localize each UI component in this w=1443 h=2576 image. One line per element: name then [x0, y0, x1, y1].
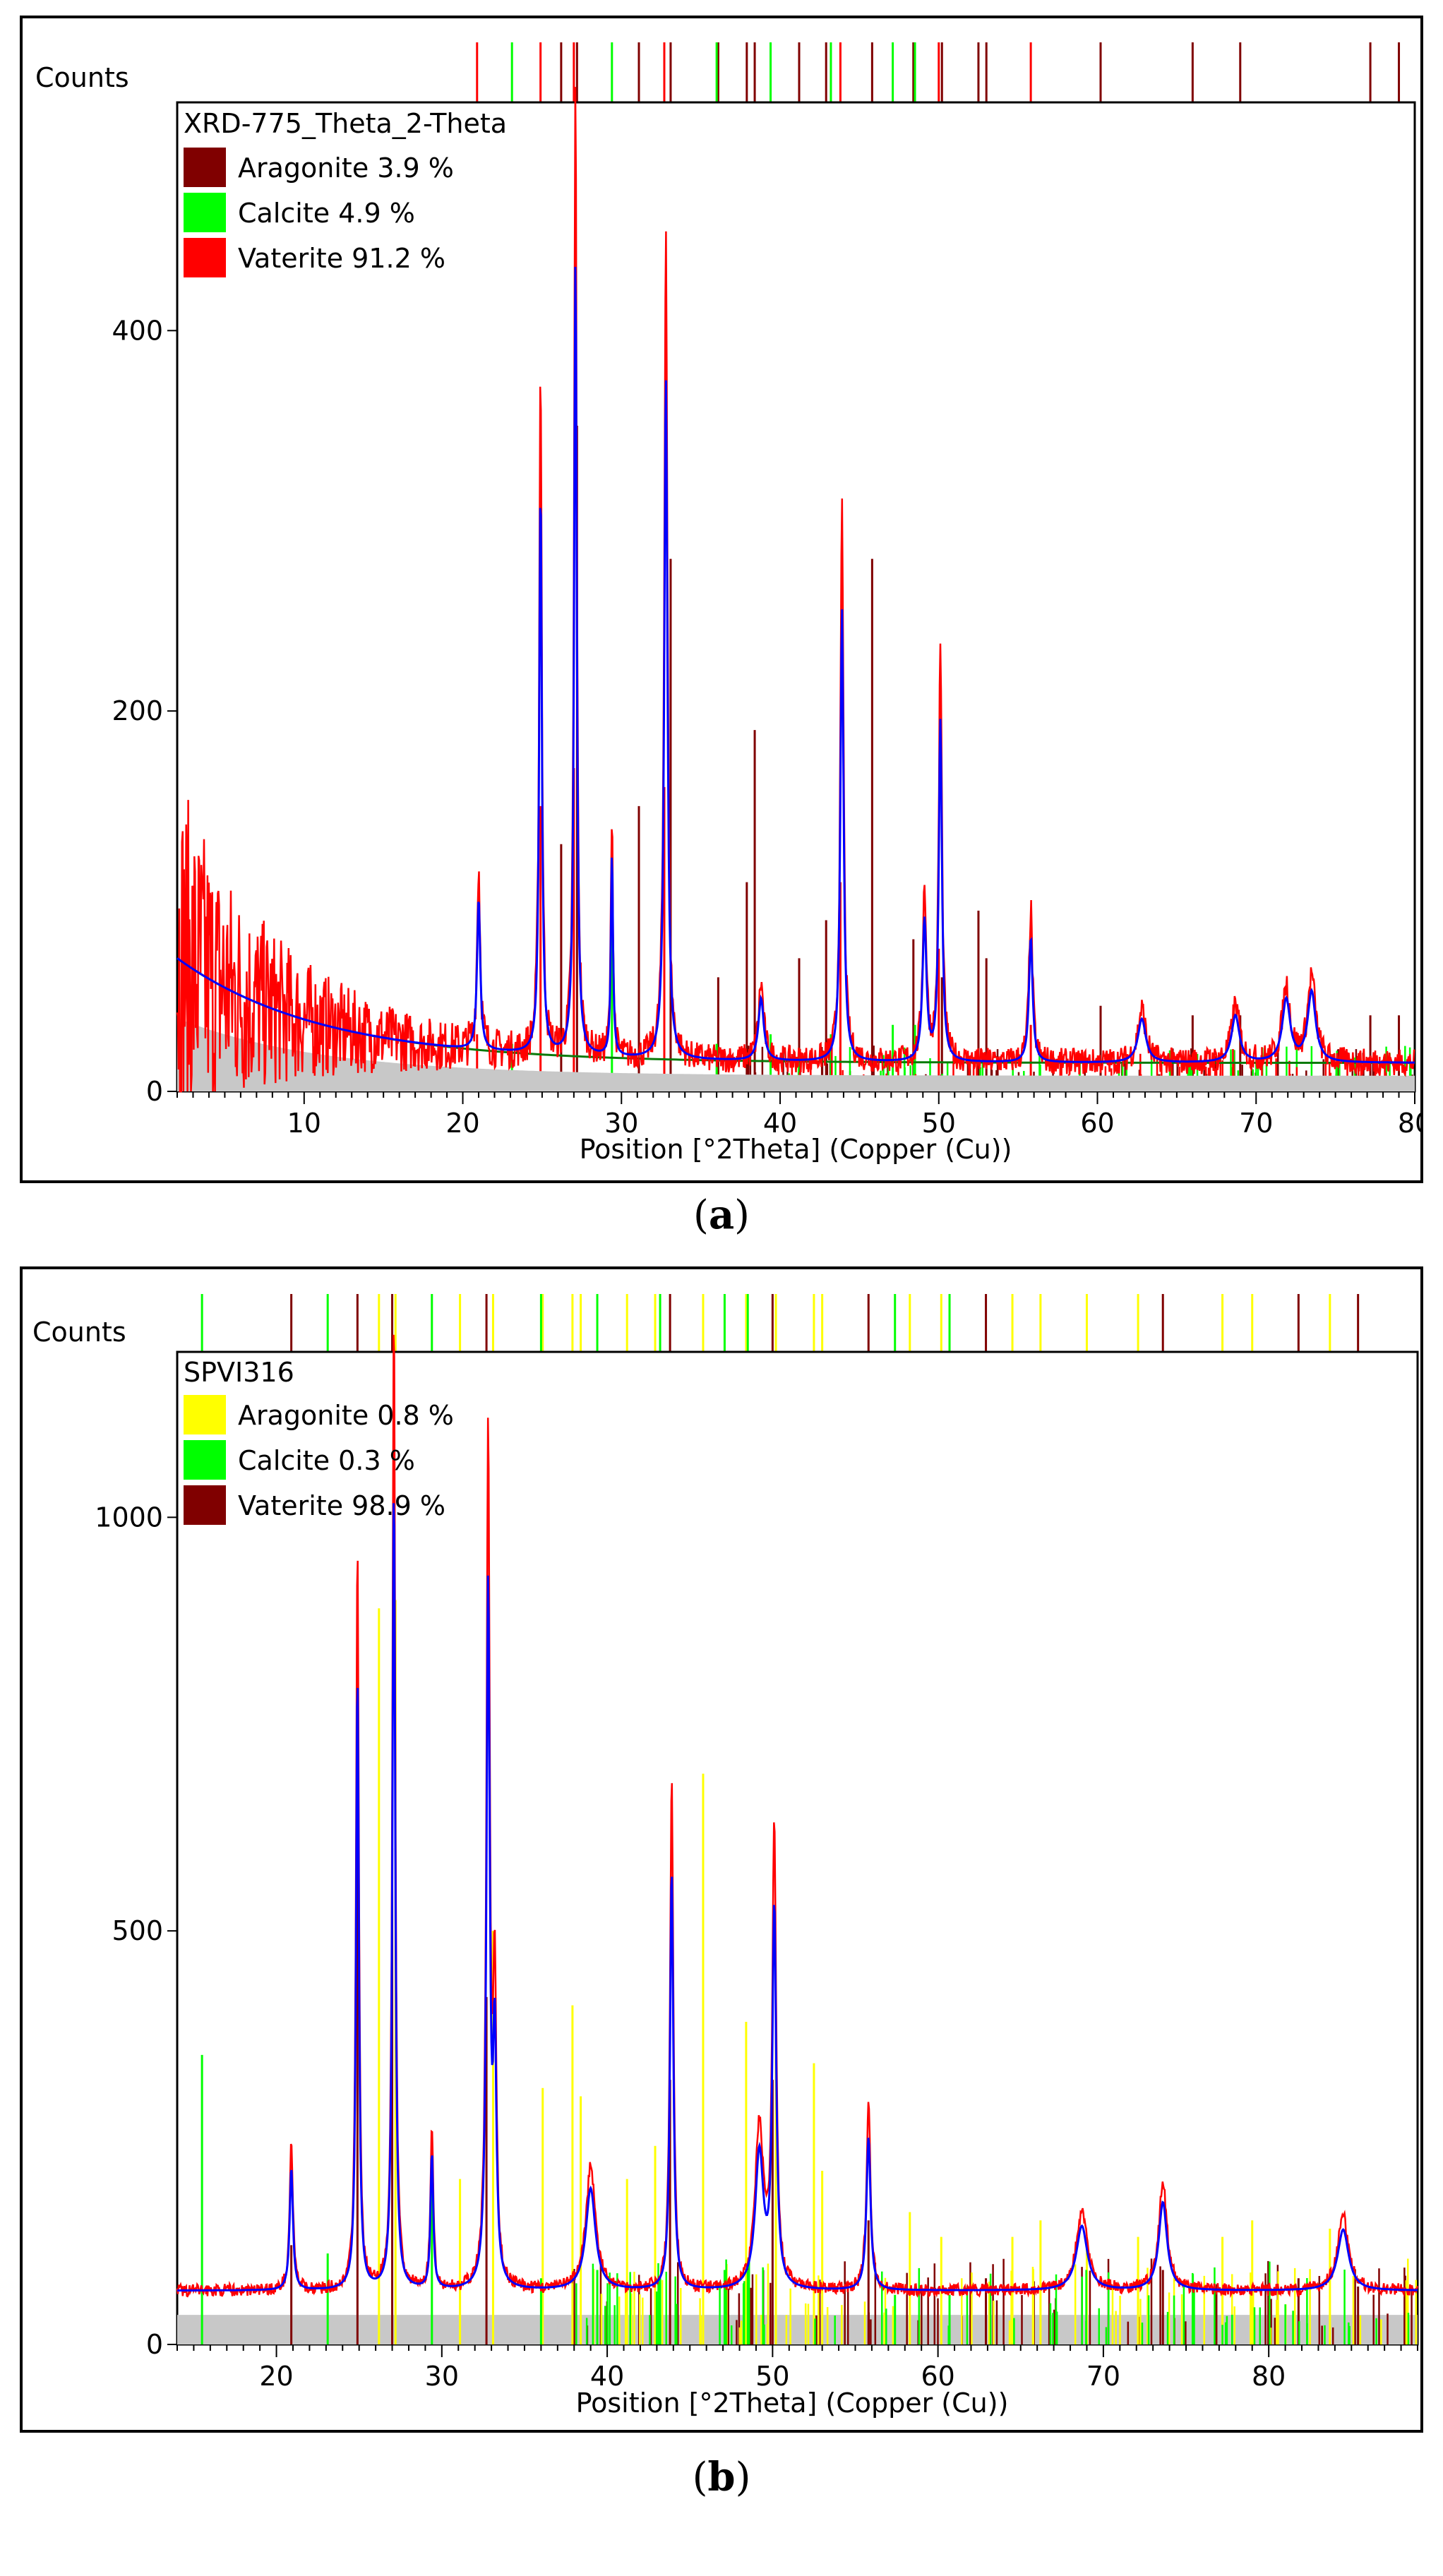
legend-label-vaterite: Vaterite 91.2 % [238, 243, 445, 274]
x-tick-label: 50 [922, 1108, 956, 1139]
legend-label-calcite: Calcite 4.9 % [238, 198, 415, 229]
xrd-panel-a: 10 20 30 40 50 60 70 80 0 200 400 Counts Position … [20, 16, 1423, 1183]
x-tick-label: 30 [604, 1108, 638, 1139]
background-fill [177, 1018, 1415, 1091]
observed-pattern [176, 87, 1415, 1093]
reference-lines [200, 1600, 1418, 2344]
background-area [177, 1018, 1415, 1091]
caption-b-letter: b [707, 2454, 736, 2500]
x-tick-label: 40 [763, 1108, 797, 1139]
caption-a-letter: a [708, 1192, 735, 1238]
x-tick-label: 80 [1252, 2361, 1286, 2392]
reference-stripe [200, 1294, 1360, 1351]
y-axis-label: Counts [35, 62, 129, 93]
legend: Aragonite 0.8 % Calcite 0.3 % Vaterite 9… [184, 1395, 454, 1525]
chart-title: SPVI316 [184, 1357, 294, 1388]
x-axis-label: Position [°2Theta] (Copper (Cu)) [576, 2388, 1009, 2419]
xrd-chart-b: 20 30 40 50 60 70 80 0 500 1000 Counts Position [… [32, 1294, 1419, 2419]
reference-stripe [476, 42, 1401, 102]
xrd-panel-b: 20 30 40 50 60 70 80 0 500 1000 Counts Position [… [20, 1266, 1423, 2433]
legend-label-aragonite: Aragonite 3.9 % [238, 152, 454, 184]
x-tick-label: 40 [590, 2361, 624, 2392]
axes: 20 30 40 50 60 70 80 0 500 1000 [95, 1502, 1418, 2392]
legend-swatch-aragonite [184, 148, 226, 187]
legend-label-aragonite: Aragonite 0.8 % [238, 1400, 454, 1431]
legend: Aragonite 3.9 % Calcite 4.9 % Vaterite 9… [184, 148, 454, 277]
caption-a: (a) [693, 1192, 750, 1238]
legend-label-vaterite: Vaterite 98.9 % [238, 1490, 445, 1521]
x-tick-label: 50 [755, 2361, 789, 2392]
legend-swatch-aragonite [184, 1395, 226, 1434]
y-axis-label: Counts [32, 1317, 126, 1348]
caption-b: (b) [692, 2454, 751, 2500]
y-tick-label: 1000 [95, 1502, 163, 1533]
y-tick-label: 400 [112, 315, 163, 346]
x-tick-label: 60 [1080, 1108, 1114, 1139]
observed-pattern [176, 1334, 1419, 2299]
chart-title: XRD-775_Theta_2-Theta [184, 108, 507, 139]
x-tick-label: 80 [1398, 1108, 1420, 1139]
legend-swatch-vaterite [184, 1485, 226, 1525]
x-tick-label: 70 [1239, 1108, 1273, 1139]
y-tick-label: 0 [146, 2329, 163, 2360]
axes: 10 20 30 40 50 60 70 80 0 200 400 [112, 315, 1420, 1139]
xrd-chart-a: 10 20 30 40 50 60 70 80 0 200 400 Counts Position … [35, 42, 1420, 1165]
legend-swatch-vaterite [184, 238, 226, 277]
y-tick-label: 0 [146, 1076, 163, 1107]
x-tick-label: 10 [287, 1108, 321, 1139]
calculated-pattern [177, 1503, 1418, 2292]
legend-swatch-calcite [184, 1440, 226, 1480]
legend-swatch-calcite [184, 193, 226, 232]
x-tick-label: 60 [921, 2361, 954, 2392]
calculated-pattern [176, 266, 1415, 1064]
x-tick-label: 20 [445, 1108, 479, 1139]
x-tick-label: 70 [1086, 2361, 1120, 2392]
legend-label-calcite: Calcite 0.3 % [238, 1445, 415, 1476]
x-tick-label: 30 [425, 2361, 459, 2392]
x-tick-label: 20 [259, 2361, 293, 2392]
y-tick-label: 200 [112, 695, 163, 726]
x-axis-label: Position [°2Theta] (Copper (Cu)) [580, 1134, 1012, 1165]
y-tick-label: 500 [112, 1915, 163, 1946]
